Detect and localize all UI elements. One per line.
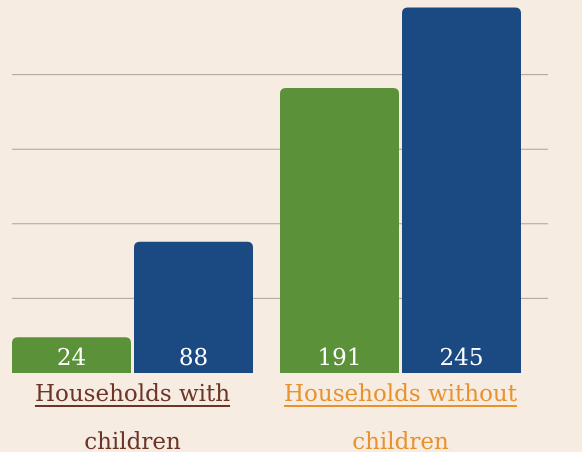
value-label: 88 xyxy=(179,345,208,371)
value-label: 24 xyxy=(57,345,86,371)
bar xyxy=(280,88,399,373)
value-label: 245 xyxy=(440,345,484,371)
value-label: 191 xyxy=(318,345,362,371)
bar xyxy=(402,7,521,374)
category-link[interactable]: Households without children xyxy=(284,381,517,452)
chart: 24 88 191 245 xyxy=(12,7,548,374)
bar xyxy=(134,241,253,373)
category-link[interactable]: Households with children xyxy=(34,381,231,452)
bar xyxy=(12,337,131,373)
